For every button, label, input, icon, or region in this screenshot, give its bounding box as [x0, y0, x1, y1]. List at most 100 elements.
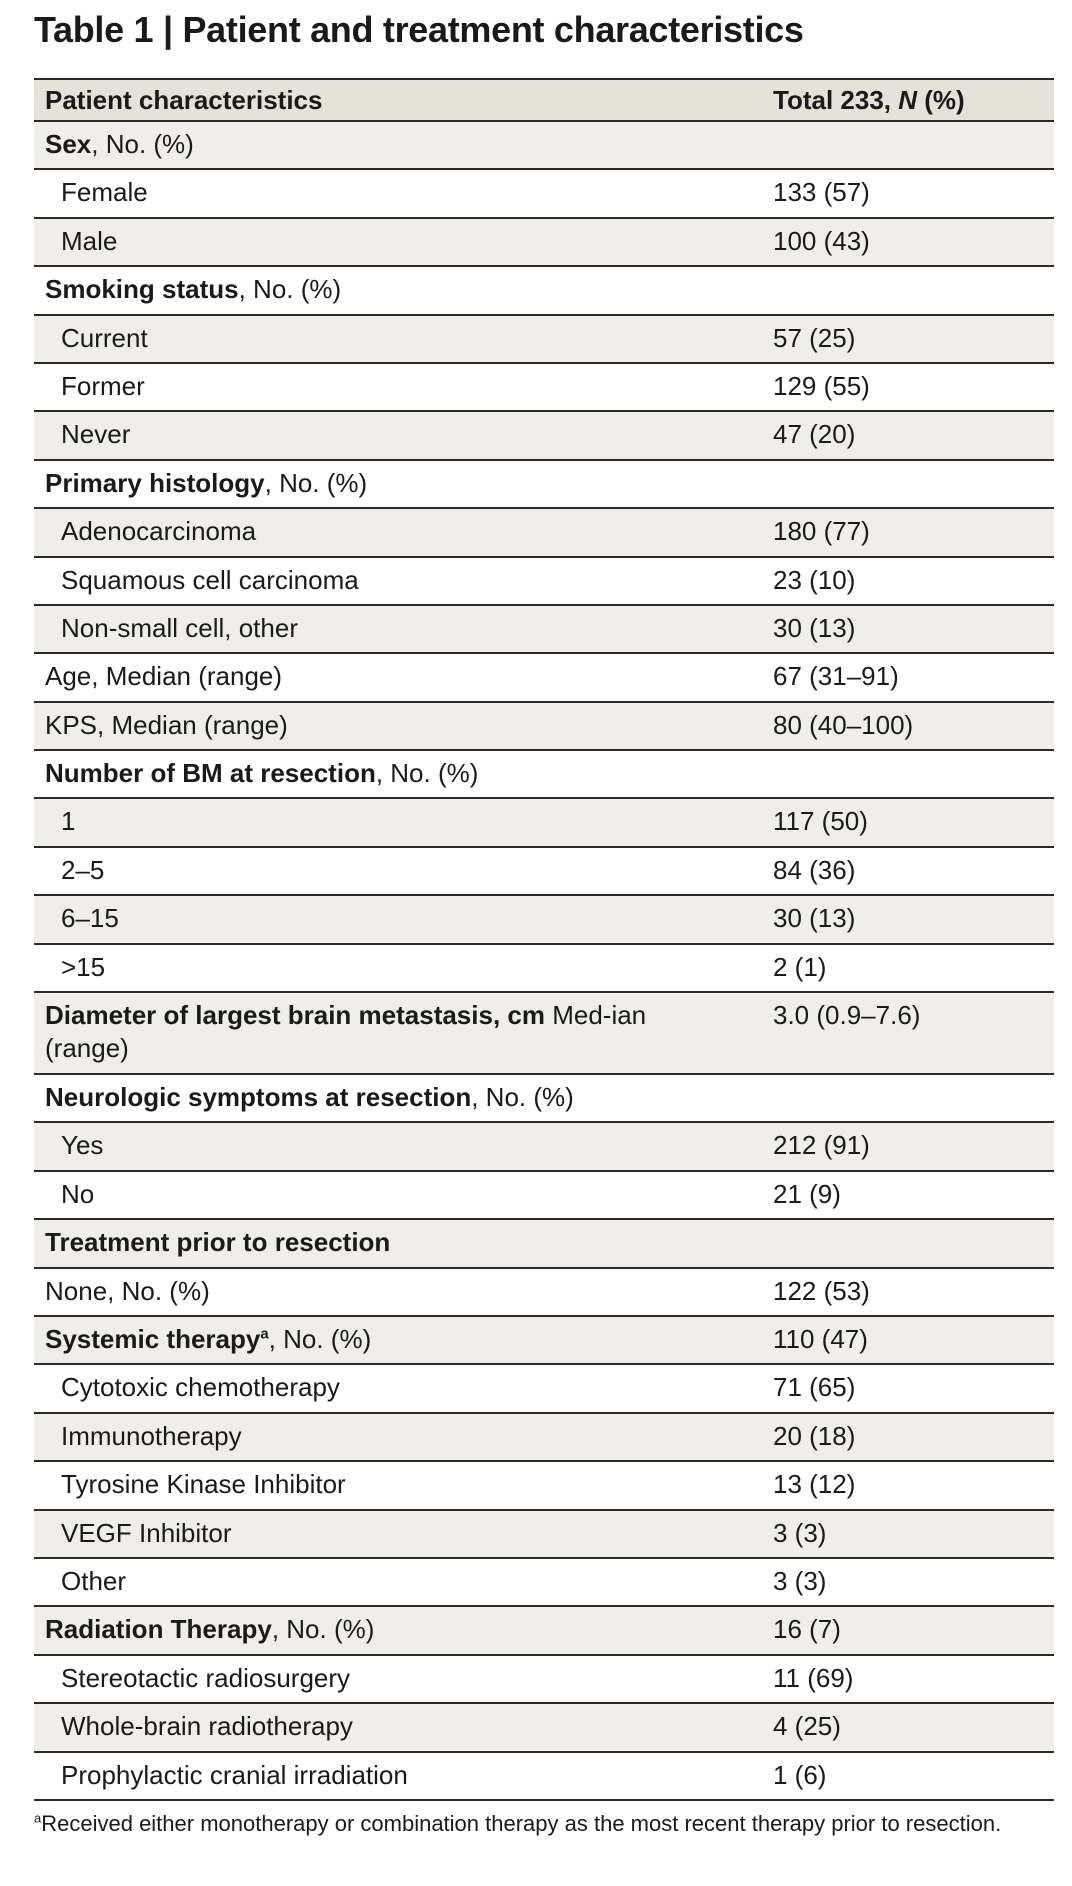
row-value: 47 (20) [773, 419, 856, 450]
row-label: Squamous cell carcinoma [61, 564, 359, 595]
footnote-text: Received either monotherapy or combinati… [41, 1811, 1002, 1836]
row-label-text: , No. (%) [264, 467, 368, 498]
footnote-marker: a [260, 1325, 269, 1343]
footnote-marker: a [34, 1810, 42, 1826]
table-row: Radiation Therapy, No. (%) 16 (7) [34, 1607, 1054, 1656]
row-value: 30 (13) [773, 612, 856, 643]
table-row: 2–5 84 (36) [34, 848, 1054, 897]
table-row: Immunotherapy 20 (18) [34, 1413, 1054, 1463]
row-value: 13 (12) [773, 1469, 856, 1500]
row-label-text: , No. (%) [375, 758, 479, 789]
table-title: Table 1 | Patient and treatment characte… [34, 9, 804, 50]
row-value: 67 (31–91) [773, 661, 899, 692]
table-row: >15 2 (1) [34, 945, 1054, 994]
table-row: Non-small cell, other 30 (13) [34, 605, 1054, 655]
table-row: Yes 212 (91) [34, 1123, 1054, 1172]
table-row: Diameter of largest brain metastasis, cm… [34, 993, 1054, 1076]
table-row: Treatment prior to resection [34, 1220, 1054, 1269]
row-label: Never [61, 419, 131, 450]
header-total-n: N [898, 85, 918, 115]
row-label: Treatment prior to resection [45, 1226, 685, 1259]
table-row: 1 117 (50) [34, 799, 1054, 848]
table-row: Adenocarcinoma 180 (77) [34, 509, 1054, 558]
row-label: Former [61, 370, 145, 401]
row-value: 80 (40–100) [773, 709, 914, 740]
row-label: Other [61, 1565, 127, 1596]
row-label: Diameter of largest brain metastasis, cm… [45, 999, 685, 1065]
row-label-text: , No. (%) [271, 1614, 375, 1645]
row-value: 20 (18) [773, 1420, 856, 1451]
row-value: 84 (36) [773, 854, 856, 885]
row-label: Adenocarcinoma [61, 516, 257, 547]
row-value: 180 (77) [773, 516, 870, 547]
row-value: 4 (25) [773, 1711, 841, 1742]
row-label-bold: Radiation Therapy [45, 1614, 272, 1645]
row-value: 3.0 (0.9–7.6) [773, 1000, 921, 1031]
row-label: Current [61, 322, 148, 353]
table-row: Male 100 (43) [34, 218, 1054, 268]
row-value: 133 (57) [773, 177, 870, 208]
table-row: Cytotoxic chemotherapy 71 (65) [34, 1365, 1054, 1414]
row-value: 71 (65) [773, 1372, 856, 1403]
row-label-bold: Treatment prior to resection [45, 1227, 391, 1258]
header-total: Total 233, N (%) [773, 84, 965, 117]
row-label-bold: Primary histology [45, 467, 265, 498]
table-row: Former 129 (55) [34, 364, 1054, 413]
row-label: Age, Median (range) [45, 661, 283, 692]
table-row: Current 57 (25) [34, 315, 1054, 364]
row-label: Immunotherapy [61, 1420, 242, 1451]
table-row: Other 3 (3) [34, 1559, 1054, 1608]
row-label: 6–15 [61, 903, 119, 934]
row-value: 30 (13) [773, 903, 856, 934]
table-row: Female 133 (57) [34, 170, 1054, 219]
row-value: 16 (7) [773, 1614, 841, 1645]
header-total-prefix: Total 233, [773, 85, 899, 115]
row-label: Non-small cell, other [61, 612, 298, 643]
row-label: Whole-brain radiotherapy [61, 1711, 353, 1742]
row-value: 57 (25) [773, 322, 856, 353]
row-label: Stereotactic radiosurgery [61, 1662, 351, 1693]
row-value: 3 (3) [773, 1565, 827, 1596]
row-label-text: , No. (%) [91, 129, 194, 159]
table-row: Number of BM at resection, No. (%) [34, 751, 1054, 800]
row-value: 212 (91) [773, 1130, 870, 1161]
table-row: Smoking status, No. (%) [34, 267, 1054, 316]
row-label: KPS, Median (range) [45, 709, 288, 740]
row-label: Female [61, 177, 148, 208]
row-label: Primary histology, No. (%) [45, 467, 685, 500]
table-row: Systemic therapya, No. (%) 110 (47) [34, 1316, 1054, 1366]
table-row: None, No. (%) 122 (53) [34, 1269, 1054, 1317]
row-label-text: , No. (%) [268, 1323, 372, 1354]
table-header-row: Patient characteristics Total 233, N (%) [34, 78, 1054, 122]
table-row: 6–15 30 (13) [34, 896, 1054, 945]
row-label-bold: Systemic therapy [45, 1323, 261, 1354]
row-label: >15 [61, 951, 106, 982]
table-row: Squamous cell carcinoma 23 (10) [34, 558, 1054, 606]
row-value: 117 (50) [773, 806, 868, 837]
row-label: Sex, No. (%) [45, 128, 685, 161]
row-label: None, No. (%) [45, 1275, 210, 1306]
row-label: Yes [61, 1130, 104, 1161]
row-label-bold: Number of BM at resection [45, 758, 376, 789]
row-value: 122 (53) [773, 1275, 870, 1306]
table-row: No 21 (9) [34, 1172, 1054, 1221]
row-label-text: , No. (%) [238, 274, 342, 305]
row-label: Number of BM at resection, No. (%) [45, 757, 685, 790]
table-row: Sex, No. (%) [34, 122, 1054, 171]
row-label-bold: Sex [45, 129, 92, 159]
row-label-bold: Diameter of largest brain metastasis, cm [45, 1000, 545, 1031]
table-row: VEGF Inhibitor 3 (3) [34, 1510, 1054, 1559]
row-label: Radiation Therapy, No. (%) [45, 1613, 685, 1646]
row-label: 1 [61, 806, 76, 837]
table-row: Neurologic symptoms at resection, No. (%… [34, 1075, 1054, 1124]
row-value: 100 (43) [773, 225, 870, 256]
table-row: Primary histology, No. (%) [34, 461, 1054, 510]
row-label-text: Med-ian (range) [45, 1000, 647, 1064]
row-label: 2–5 [61, 854, 105, 885]
row-value: 23 (10) [773, 564, 856, 595]
row-label: Prophylactic cranial irradiation [61, 1759, 408, 1790]
row-value: 3 (3) [773, 1517, 827, 1548]
row-value: 2 (1) [773, 951, 827, 982]
table-row: Prophylactic cranial irradiation 1 (6) [34, 1753, 1054, 1801]
